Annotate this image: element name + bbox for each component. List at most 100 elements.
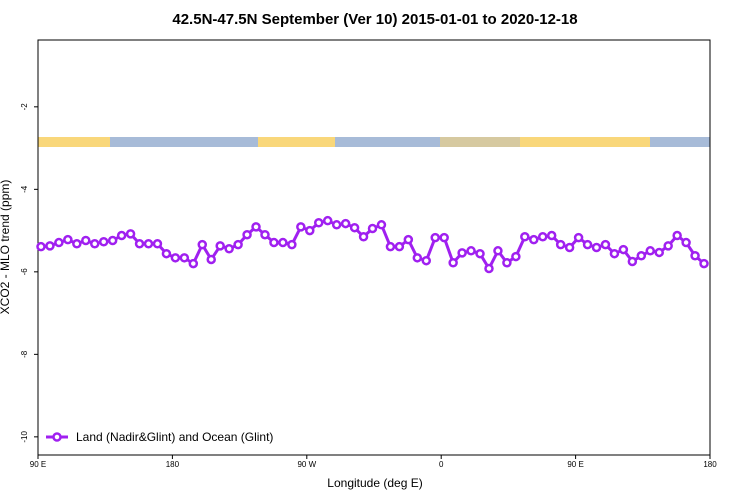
chart-title: 42.5N-47.5N September (Ver 10) 2015-01-0… — [172, 11, 577, 28]
x-axis-label: Longitude (deg E) — [327, 476, 422, 490]
data-point — [242, 229, 252, 240]
data-point — [690, 251, 700, 261]
y-tick-label: -4 — [20, 185, 29, 193]
y-axis-label: XCO2 - MLO trend (ppm) — [0, 180, 12, 315]
x-tick-label: 90 W — [297, 460, 316, 469]
data-point — [636, 251, 647, 261]
data-point — [296, 222, 306, 232]
data-point — [654, 247, 664, 258]
data-point — [573, 232, 584, 243]
data-point — [627, 256, 638, 267]
data-point — [609, 248, 620, 259]
data-point — [224, 243, 234, 254]
data-point — [107, 235, 118, 246]
data-point — [484, 263, 494, 274]
data-point — [269, 237, 279, 248]
data-point — [564, 242, 575, 253]
data-point — [663, 241, 673, 251]
data-point — [72, 239, 82, 249]
data-point — [591, 242, 602, 253]
data-point — [511, 251, 521, 262]
data-point — [520, 232, 530, 242]
data-point — [98, 236, 109, 247]
data-point — [412, 253, 423, 263]
data-point — [537, 232, 548, 242]
data-point — [618, 244, 629, 255]
data-point — [152, 239, 163, 249]
data-point — [394, 241, 405, 252]
data-point — [430, 232, 440, 243]
data-point — [582, 239, 593, 250]
data-point — [313, 217, 324, 228]
x-tick-label: 180 — [166, 460, 180, 469]
data-point — [188, 258, 199, 269]
data-point — [367, 223, 378, 234]
land-ocean-band — [38, 137, 710, 147]
data-point — [681, 237, 691, 248]
data-point — [134, 239, 145, 249]
data-point — [600, 239, 611, 250]
y-tick-label: -6 — [20, 268, 29, 276]
data-point — [439, 232, 449, 243]
ocean-band — [110, 137, 258, 147]
data-point — [457, 248, 467, 258]
data-point — [125, 229, 136, 239]
data-point — [81, 235, 91, 246]
data-point — [403, 234, 414, 245]
legend-label: Land (Nadir&Glint) and Ocean (Glint) — [76, 430, 273, 444]
x-tick-label: 180 — [703, 460, 717, 469]
data-point — [179, 253, 190, 263]
data-point — [287, 239, 297, 250]
land-band — [520, 137, 650, 147]
data-point — [340, 218, 351, 229]
y-tick-label: -8 — [20, 350, 29, 358]
y-tick-label: -10 — [20, 431, 29, 443]
data-point — [54, 237, 64, 248]
data-point — [161, 248, 172, 259]
data-point — [529, 234, 539, 245]
data-point — [331, 220, 342, 230]
data-point — [493, 246, 503, 256]
data-point — [349, 222, 360, 233]
data-point — [170, 253, 181, 263]
x-tick-label: 90 E — [30, 460, 46, 469]
legend-marker — [52, 432, 62, 442]
data-point — [215, 241, 225, 251]
data-point — [546, 230, 557, 241]
ocean-band — [650, 137, 710, 147]
data-point — [233, 239, 243, 250]
data-point — [63, 234, 73, 245]
land-band — [258, 137, 335, 147]
data-point — [322, 215, 333, 226]
y-tick-label: -2 — [20, 103, 29, 111]
data-point — [305, 225, 315, 236]
x-tick-label: 90 E — [567, 460, 583, 469]
data-point — [36, 241, 46, 252]
data-point — [251, 222, 261, 232]
data-point — [376, 220, 387, 230]
data-point — [672, 230, 682, 241]
x-tick-label: 0 — [439, 460, 444, 469]
data-point — [206, 254, 216, 265]
data-point — [116, 230, 127, 241]
data-point — [421, 255, 432, 266]
data-point — [385, 241, 396, 252]
data-point — [645, 246, 656, 256]
data-point — [699, 258, 709, 269]
data-point — [358, 232, 369, 242]
data-point — [448, 258, 458, 268]
data-point — [278, 237, 288, 248]
data-point — [502, 258, 512, 268]
data-point — [260, 229, 270, 240]
data-point — [466, 246, 476, 256]
data-point — [555, 239, 566, 250]
data-point — [197, 239, 208, 250]
data-point — [475, 248, 485, 259]
data-point — [143, 239, 154, 249]
data-point — [89, 239, 100, 249]
mixed-band — [440, 137, 520, 147]
data-point — [45, 241, 55, 251]
ocean-band — [335, 137, 440, 147]
land-band — [38, 137, 110, 147]
